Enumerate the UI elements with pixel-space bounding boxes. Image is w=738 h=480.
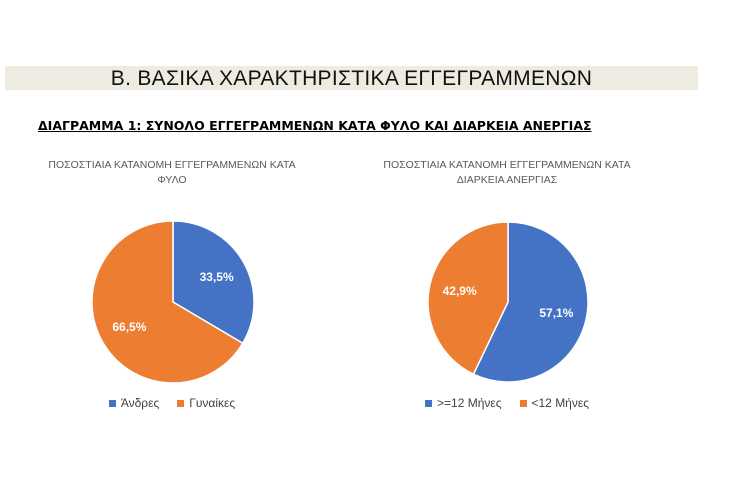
legend-item: >=12 Μήνες — [425, 396, 502, 410]
diagram-heading: ΔΙΑΓΡΑΜΜΑ 1: ΣΥΝΟΛΟ ΕΓΓΕΓΡΑΜΜΕΝΩΝ ΚΑΤΑ Φ… — [38, 118, 592, 133]
pie-data-label: 66,5% — [112, 320, 146, 334]
legend-label: Άνδρες — [120, 396, 160, 410]
section-title: Β. ΒΑΣΙΚΑ ΧΑΡΑΚΤΗΡΙΣΤΙΚΑ ΕΓΓΕΓΡΑΜΜΕΝΩΝ — [110, 67, 593, 90]
pie-chart-gender: 33,5% 66,5% — [91, 220, 255, 384]
legend-swatch-blue — [108, 399, 116, 407]
legend-item: Γυναίκες — [177, 396, 235, 410]
legend-swatch-orange — [519, 399, 527, 407]
pie-data-label: 42,9% — [443, 284, 477, 298]
pie-slice — [472, 221, 589, 383]
legend-item: <12 Μήνες — [519, 396, 590, 410]
legend-swatch-orange — [177, 399, 185, 407]
chart-duration: ΠΟΣΟΣΤΙΑΙΑ ΚΑΤΑΝΟΜΗ ΕΓΓΕΓΡΑΜΜΕΝΩΝ ΚΑΤΑ Δ… — [357, 158, 657, 428]
chart-legend: >=12 Μήνες <12 Μήνες — [357, 396, 657, 410]
pie-chart-duration: 57,1% 42,9% — [427, 221, 589, 383]
legend-swatch-blue — [425, 399, 432, 407]
chart-title: ΠΟΣΟΣΤΙΑΙΑ ΚΑΤΑΝΟΜΗ ΕΓΓΕΓΡΑΜΜΕΝΩΝ ΚΑΤΑ Φ… — [22, 158, 322, 188]
legend-item: Άνδρες — [108, 396, 160, 410]
chart-title-line: ΔΙΑΡΚΕΙΑ ΑΝΕΡΓΙΑΣ — [456, 174, 558, 186]
legend-label: <12 Μήνες — [531, 396, 590, 410]
legend-label: >=12 Μήνες — [437, 396, 502, 410]
chart-legend: Άνδρες Γυναίκες — [22, 396, 322, 410]
chart-gender: ΠΟΣΟΣΤΙΑΙΑ ΚΑΤΑΝΟΜΗ ΕΓΓΕΓΡΑΜΜΕΝΩΝ ΚΑΤΑ Φ… — [22, 158, 322, 428]
chart-title: ΠΟΣΟΣΤΙΑΙΑ ΚΑΤΑΝΟΜΗ ΕΓΓΕΓΡΑΜΜΕΝΩΝ ΚΑΤΑ Δ… — [357, 158, 657, 188]
pie-slice — [172, 220, 255, 345]
pie-slice — [91, 220, 244, 384]
chart-title-line: ΠΟΣΟΣΤΙΑΙΑ ΚΑΤΑΝΟΜΗ ΕΓΓΕΓΡΑΜΜΕΝΩΝ ΚΑΤΑ — [383, 159, 631, 171]
pie-data-label: 33,5% — [200, 270, 234, 284]
chart-title-line: ΠΟΣΟΣΤΙΑΙΑ ΚΑΤΑΝΟΜΗ ΕΓΓΕΓΡΑΜΜΕΝΩΝ ΚΑΤΑ — [48, 159, 296, 171]
pie-data-label: 57,1% — [539, 306, 573, 320]
legend-label: Γυναίκες — [189, 396, 236, 410]
pie-slice — [427, 221, 509, 376]
section-header-band: Β. ΒΑΣΙΚΑ ΧΑΡΑΚΤΗΡΙΣΤΙΚΑ ΕΓΓΕΓΡΑΜΜΕΝΩΝ — [5, 66, 698, 90]
chart-title-line: ΦΥΛΟ — [157, 174, 187, 186]
